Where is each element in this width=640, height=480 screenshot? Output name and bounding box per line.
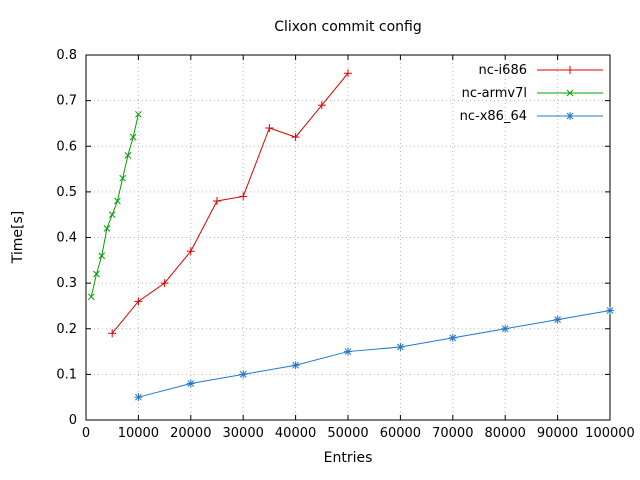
- x-tick-label: 30000: [223, 426, 264, 441]
- legend-label-nc-x86_64: nc-x86_64: [460, 109, 527, 124]
- tick-marks: [85, 54, 611, 421]
- series-line: [90, 114, 139, 297]
- y-tick-label: 0.8: [56, 48, 77, 63]
- series-nc-x86_64: [134, 306, 614, 402]
- x-tick-label: 90000: [537, 426, 578, 441]
- y-tick-label: 0.2: [56, 322, 77, 337]
- legend-sample-nc-x86_64: [537, 112, 603, 120]
- x-tick-label: 50000: [327, 426, 368, 441]
- y-tick-label: 0.7: [56, 94, 77, 109]
- y-axis-label: Time[s]: [10, 211, 26, 264]
- y-tick-label: 0.1: [56, 367, 77, 382]
- chart-title: Clixon commit config: [274, 19, 422, 35]
- x-tick-label: 60000: [380, 426, 421, 441]
- plot-area: 0 10000 20000 30000 40000 50000 60000 70000 8000…: [56, 48, 635, 441]
- y-tick-label: 0.6: [56, 139, 77, 154]
- series-nc-i686: [108, 69, 352, 338]
- plot-border: [85, 54, 611, 421]
- x-tick-label: 70000: [432, 426, 473, 441]
- y-tick-label: 0.3: [56, 276, 77, 291]
- series-nc-armv7l: [87, 110, 142, 301]
- series-line: [138, 310, 611, 398]
- x-tick-label: 10000: [118, 426, 159, 441]
- y-tick-label: 0.4: [56, 231, 77, 246]
- legend: nc-i686 nc-armv7l nc-x86_64: [460, 63, 603, 124]
- series-line: [111, 72, 349, 334]
- x-tick-label: 40000: [275, 426, 316, 441]
- x-axis-label: Entries: [324, 450, 373, 466]
- legend-sample-nc-armv7l: [537, 89, 603, 97]
- x-tick-label: 0: [82, 426, 90, 441]
- x-tick-label: 100000: [585, 426, 635, 441]
- legend-sample-nc-i686: [537, 66, 603, 74]
- y-tick-label: 0: [69, 413, 77, 428]
- tick-labels: 0 10000 20000 30000 40000 50000 60000 70000 8000…: [56, 48, 635, 441]
- grid-lines: [85, 54, 611, 421]
- legend-label-nc-armv7l: nc-armv7l: [462, 86, 527, 101]
- x-tick-label: 80000: [485, 426, 526, 441]
- x-tick-label: 20000: [170, 426, 211, 441]
- legend-label-nc-i686: nc-i686: [478, 63, 527, 78]
- y-tick-label: 0.5: [56, 185, 77, 200]
